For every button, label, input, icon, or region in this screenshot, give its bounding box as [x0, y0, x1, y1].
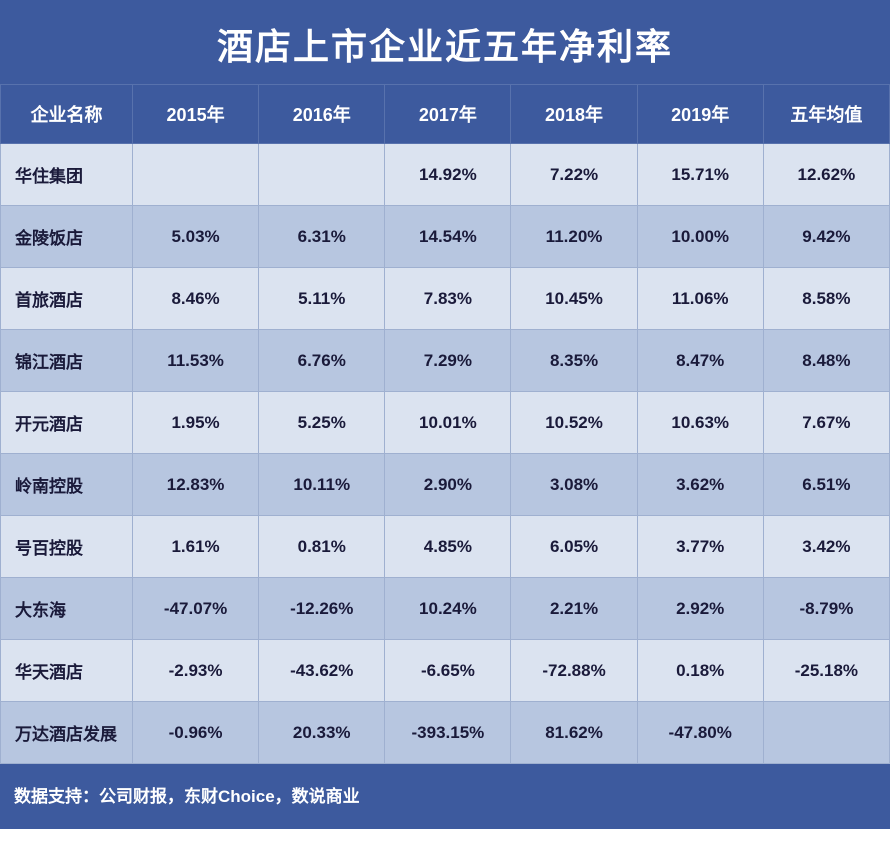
cell-value: 11.20%: [511, 206, 637, 268]
cell-value: 10.11%: [259, 454, 385, 516]
cell-value: 7.22%: [511, 144, 637, 206]
cell-value: 10.52%: [511, 392, 637, 454]
cell-value: 7.67%: [763, 392, 889, 454]
cell-value: -12.26%: [259, 578, 385, 640]
cell-value: 10.24%: [385, 578, 511, 640]
cell-value: 3.62%: [637, 454, 763, 516]
cell-value: -25.18%: [763, 640, 889, 702]
cell-value: 14.92%: [385, 144, 511, 206]
cell-value: 12.83%: [133, 454, 259, 516]
cell-company: 号百控股: [1, 516, 133, 578]
cell-value: 15.71%: [637, 144, 763, 206]
col-avg: 五年均值: [763, 85, 889, 144]
col-2017: 2017年: [385, 85, 511, 144]
cell-company: 开元酒店: [1, 392, 133, 454]
header-row: 企业名称 2015年 2016年 2017年 2018年 2019年 五年均值: [1, 85, 890, 144]
cell-value: 7.83%: [385, 268, 511, 330]
cell-company: 大东海: [1, 578, 133, 640]
table-body: 华住集团 14.92% 7.22% 15.71% 12.62% 金陵饭店 5.0…: [1, 144, 890, 764]
table-row: 大东海 -47.07% -12.26% 10.24% 2.21% 2.92% -…: [1, 578, 890, 640]
cell-company: 首旅酒店: [1, 268, 133, 330]
table-title: 酒店上市企业近五年净利率: [0, 0, 890, 84]
table-row: 华住集团 14.92% 7.22% 15.71% 12.62%: [1, 144, 890, 206]
cell-value: -47.80%: [637, 702, 763, 764]
cell-value: 10.01%: [385, 392, 511, 454]
cell-value: 8.35%: [511, 330, 637, 392]
cell-value: -8.79%: [763, 578, 889, 640]
cell-value: 8.58%: [763, 268, 889, 330]
cell-value: -43.62%: [259, 640, 385, 702]
cell-value: -47.07%: [133, 578, 259, 640]
cell-value: [259, 144, 385, 206]
cell-company: 金陵饭店: [1, 206, 133, 268]
cell-value: 2.21%: [511, 578, 637, 640]
col-2019: 2019年: [637, 85, 763, 144]
cell-value: 8.48%: [763, 330, 889, 392]
cell-value: 2.90%: [385, 454, 511, 516]
cell-value: 8.47%: [637, 330, 763, 392]
table-row: 华天酒店 -2.93% -43.62% -6.65% -72.88% 0.18%…: [1, 640, 890, 702]
cell-value: 14.54%: [385, 206, 511, 268]
cell-value: 10.63%: [637, 392, 763, 454]
cell-value: 6.05%: [511, 516, 637, 578]
cell-value: 3.42%: [763, 516, 889, 578]
cell-value: 3.08%: [511, 454, 637, 516]
table-row: 首旅酒店 8.46% 5.11% 7.83% 10.45% 11.06% 8.5…: [1, 268, 890, 330]
cell-value: [133, 144, 259, 206]
cell-value: [763, 702, 889, 764]
cell-value: 6.51%: [763, 454, 889, 516]
cell-company: 锦江酒店: [1, 330, 133, 392]
cell-value: 5.25%: [259, 392, 385, 454]
cell-value: 81.62%: [511, 702, 637, 764]
table-row: 号百控股 1.61% 0.81% 4.85% 6.05% 3.77% 3.42%: [1, 516, 890, 578]
cell-value: 2.92%: [637, 578, 763, 640]
col-company: 企业名称: [1, 85, 133, 144]
col-2015: 2015年: [133, 85, 259, 144]
cell-value: 4.85%: [385, 516, 511, 578]
col-2018: 2018年: [511, 85, 637, 144]
cell-value: 3.77%: [637, 516, 763, 578]
table-container: 酒店上市企业近五年净利率 企业名称 2015年 2016年 2017年 2018…: [0, 0, 890, 829]
col-2016: 2016年: [259, 85, 385, 144]
cell-value: 1.95%: [133, 392, 259, 454]
cell-value: 1.61%: [133, 516, 259, 578]
cell-value: 6.31%: [259, 206, 385, 268]
cell-company: 岭南控股: [1, 454, 133, 516]
cell-value: 5.11%: [259, 268, 385, 330]
cell-company: 华住集团: [1, 144, 133, 206]
cell-value: 9.42%: [763, 206, 889, 268]
cell-value: 11.53%: [133, 330, 259, 392]
cell-value: 0.18%: [637, 640, 763, 702]
cell-value: -393.15%: [385, 702, 511, 764]
cell-value: 0.81%: [259, 516, 385, 578]
cell-value: 7.29%: [385, 330, 511, 392]
cell-value: 20.33%: [259, 702, 385, 764]
cell-company: 华天酒店: [1, 640, 133, 702]
cell-company: 万达酒店发展: [1, 702, 133, 764]
cell-value: 10.00%: [637, 206, 763, 268]
table-row: 金陵饭店 5.03% 6.31% 14.54% 11.20% 10.00% 9.…: [1, 206, 890, 268]
cell-value: 6.76%: [259, 330, 385, 392]
cell-value: -72.88%: [511, 640, 637, 702]
data-table: 企业名称 2015年 2016年 2017年 2018年 2019年 五年均值 …: [0, 84, 890, 764]
table-footer: 数据支持：公司财报，东财Choice，数说商业: [0, 764, 890, 829]
cell-value: 10.45%: [511, 268, 637, 330]
table-row: 锦江酒店 11.53% 6.76% 7.29% 8.35% 8.47% 8.48…: [1, 330, 890, 392]
cell-value: -6.65%: [385, 640, 511, 702]
cell-value: 12.62%: [763, 144, 889, 206]
table-row: 岭南控股 12.83% 10.11% 2.90% 3.08% 3.62% 6.5…: [1, 454, 890, 516]
table-row: 开元酒店 1.95% 5.25% 10.01% 10.52% 10.63% 7.…: [1, 392, 890, 454]
table-row: 万达酒店发展 -0.96% 20.33% -393.15% 81.62% -47…: [1, 702, 890, 764]
cell-value: -0.96%: [133, 702, 259, 764]
cell-value: 11.06%: [637, 268, 763, 330]
cell-value: -2.93%: [133, 640, 259, 702]
cell-value: 5.03%: [133, 206, 259, 268]
cell-value: 8.46%: [133, 268, 259, 330]
